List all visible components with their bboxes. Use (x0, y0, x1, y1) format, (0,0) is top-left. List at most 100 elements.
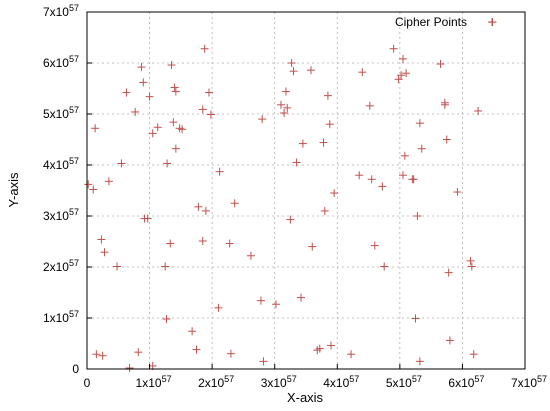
data-point (163, 159, 172, 168)
data-point (200, 44, 209, 53)
data-point (308, 242, 317, 251)
data-point (246, 251, 255, 260)
data-point (226, 349, 235, 358)
data-point (256, 296, 265, 305)
data-point (92, 350, 101, 359)
data-point (214, 303, 223, 312)
y-tick-label: 4x1057 (43, 156, 79, 172)
data-point (162, 315, 171, 324)
data-point (298, 139, 307, 148)
y-tick-labels: 0 1x1057 2x1057 3x1057 4x1057 5x1057 6x1057 7x1… (43, 3, 92, 376)
data-point (442, 135, 451, 144)
x-tick-label: 0 (84, 376, 91, 390)
x-tick-label: 4x1057 (323, 374, 359, 390)
data-point (171, 144, 180, 153)
data-point (276, 100, 285, 109)
data-point (113, 262, 122, 271)
data-point (365, 101, 374, 110)
data-point (122, 88, 131, 97)
y-tick-label: 6x1057 (43, 54, 79, 70)
x-tick-label: 1x1057 (136, 374, 172, 390)
data-point (358, 68, 367, 77)
grid-lines (87, 12, 525, 369)
y-axis-title: Y-axis (6, 172, 21, 207)
legend: Cipher Points (395, 15, 496, 29)
data-point (398, 171, 407, 180)
data-point (380, 262, 389, 271)
x-tick-label: 5x1057 (386, 374, 422, 390)
data-point (161, 262, 170, 271)
data-point (201, 206, 210, 215)
data-point (131, 107, 140, 116)
y-tick-label: 2x1057 (43, 258, 79, 274)
data-point (145, 92, 154, 101)
data-point (411, 314, 420, 323)
y-tick-label: 7x1057 (43, 3, 79, 19)
data-point (466, 256, 475, 265)
data-point (347, 350, 356, 359)
data-point (89, 185, 98, 194)
data-point (198, 105, 207, 114)
x-tick-labels: 0 1x1057 2x1057 3x1057 4x1057 5x1057 6x1057 7x1… (84, 364, 547, 390)
data-point (100, 248, 109, 257)
data-point (394, 75, 403, 84)
data-point (296, 293, 305, 302)
data-point (170, 83, 179, 92)
data-point (402, 69, 411, 78)
x-tick-label: 2x1057 (198, 374, 234, 390)
data-point (398, 54, 407, 63)
data-point (289, 67, 298, 76)
legend-label: Cipher Points (395, 15, 467, 29)
data-point (320, 206, 329, 215)
data-point (469, 350, 478, 359)
data-point (283, 103, 292, 112)
legend-marker-icon (488, 18, 496, 26)
data-point (166, 239, 175, 248)
data-point (194, 202, 203, 211)
data-point (225, 239, 234, 248)
data-point (134, 348, 143, 357)
y-tick-label: 0 (72, 362, 79, 376)
data-point (198, 236, 207, 245)
data-point (397, 71, 406, 80)
x-tick-label: 3x1057 (261, 374, 297, 390)
x-tick-label: 7x1057 (511, 374, 547, 390)
data-point (327, 341, 336, 350)
data-point (319, 138, 328, 147)
y-tick-label: 5x1057 (43, 105, 79, 121)
data-point (323, 91, 332, 100)
data-point (440, 98, 449, 107)
legend-plus-marker (488, 18, 496, 26)
data-point (192, 345, 201, 354)
data-point (389, 44, 398, 53)
plot-frame (86, 11, 526, 370)
data-point (117, 159, 126, 168)
data-point (292, 158, 301, 167)
data-point (400, 151, 409, 160)
data-point (178, 125, 187, 134)
data-point (436, 60, 445, 69)
data-point (287, 59, 296, 67)
data-point (259, 357, 268, 366)
data-point (413, 212, 422, 220)
x-axis-title: X-axis (287, 390, 324, 405)
data-point (84, 180, 93, 189)
data-point (325, 120, 334, 129)
data-point (258, 115, 267, 124)
data-point (91, 124, 100, 133)
data-point (153, 123, 162, 132)
data-point (281, 87, 290, 96)
data-point (97, 235, 106, 244)
data-point (444, 268, 453, 277)
data-point (271, 300, 280, 309)
data-point (167, 61, 176, 70)
data-point (409, 175, 418, 184)
y-tick-label: 1x1057 (43, 309, 79, 325)
data-point (367, 175, 376, 184)
data-point (417, 144, 426, 153)
data-point (370, 241, 379, 250)
data-point (137, 63, 146, 72)
data-point (286, 215, 295, 224)
data-point (188, 327, 197, 336)
